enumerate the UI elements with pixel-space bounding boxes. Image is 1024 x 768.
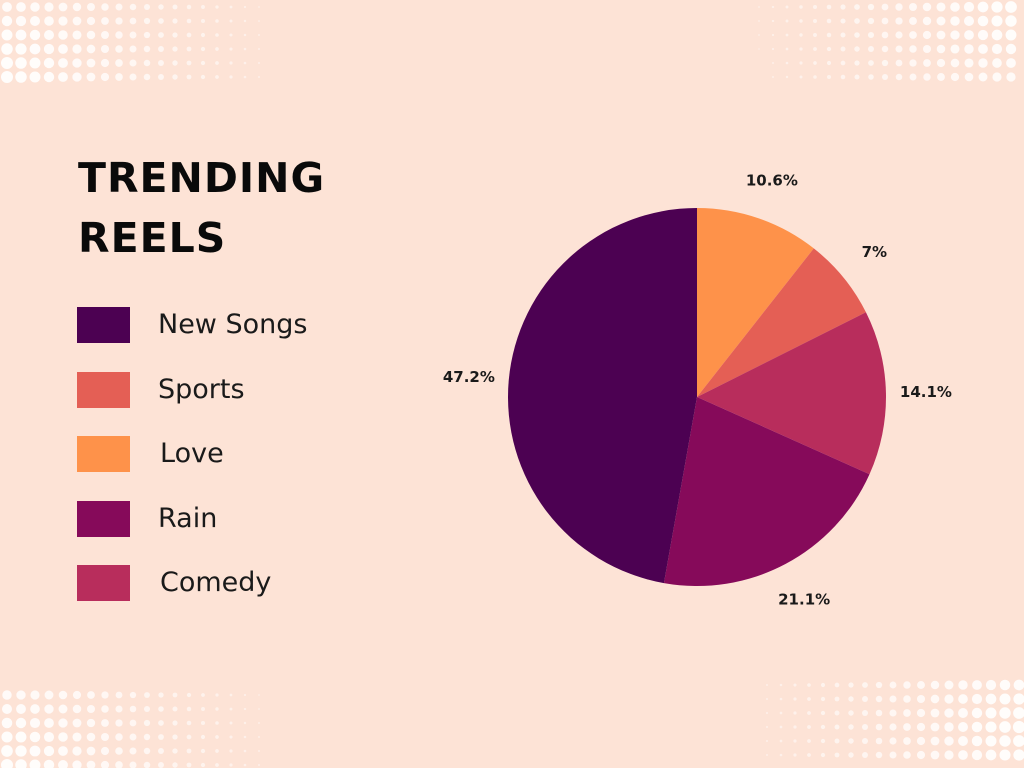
- pie-label-love: 10.6%: [746, 172, 798, 190]
- pie-label-sports: 7%: [862, 243, 887, 261]
- legend-label: Sports: [158, 373, 245, 405]
- pie-label-comedy: 14.1%: [900, 383, 952, 401]
- pie-slice-love: [697, 208, 814, 397]
- pie-slice-sports: [697, 248, 866, 397]
- pie-label-new-songs: 47.2%: [443, 368, 495, 386]
- chart-title: TRENDING REELS: [78, 148, 325, 268]
- legend-label: New Songs: [158, 309, 308, 340]
- legend-swatch: [77, 500, 130, 537]
- legend-swatch: [77, 436, 130, 472]
- legend-swatch: [77, 307, 130, 343]
- chart-title-line-1: TRENDING: [78, 154, 326, 202]
- chart-title-line-2: REELS: [78, 214, 227, 262]
- legend-swatch: [77, 371, 130, 408]
- legend-swatch: [77, 565, 130, 601]
- legend-label: Love: [160, 438, 224, 469]
- pie-slice-new-songs: [508, 208, 697, 584]
- legend-label: Rain: [158, 502, 218, 534]
- pie-slice-rain: [663, 397, 870, 586]
- legend-label: Comedy: [160, 567, 272, 598]
- pie-slice-comedy: [697, 312, 886, 475]
- pie-label-rain: 21.1%: [778, 590, 830, 608]
